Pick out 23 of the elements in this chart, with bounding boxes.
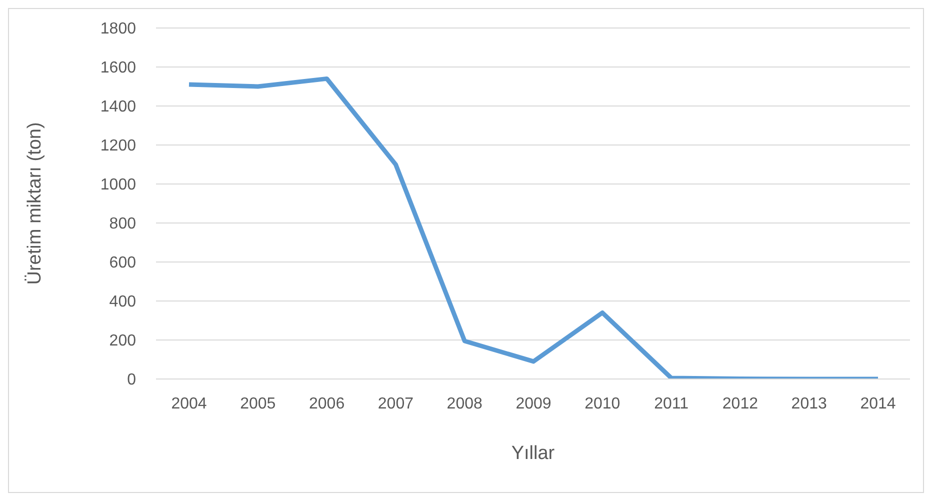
y-tick-label: 0 [127, 372, 136, 389]
y-tick-label: 1000 [100, 176, 136, 194]
y-tick-label: 1200 [100, 138, 136, 155]
x-axis-title: Yıllar [511, 443, 556, 464]
x-tick-label: 2009 [516, 395, 552, 412]
x-tick-label: 2012 [722, 395, 758, 412]
y-tick-label: 1800 [100, 20, 136, 38]
y-tick-label: 1600 [100, 60, 136, 77]
x-tick-label: 2011 [654, 395, 689, 412]
y-tick-label: 600 [109, 254, 136, 272]
y-tick-label: 200 [109, 332, 136, 350]
x-tick-label: 2004 [171, 395, 207, 412]
y-tick-label: 400 [109, 294, 136, 311]
y-axis-title: Üretim miktarı (ton) [24, 122, 46, 285]
x-tick-label: 2005 [240, 395, 276, 412]
x-tick-label: 2010 [584, 395, 620, 412]
y-tick-label: 1400 [100, 98, 136, 116]
x-tick-label: 2007 [378, 395, 414, 412]
x-tick-label: 2008 [446, 395, 482, 412]
x-tick-label: 2014 [860, 395, 896, 412]
x-tick-label: 2006 [309, 395, 345, 412]
x-tick-label: 2013 [791, 395, 827, 412]
y-tick-label: 800 [109, 216, 136, 233]
